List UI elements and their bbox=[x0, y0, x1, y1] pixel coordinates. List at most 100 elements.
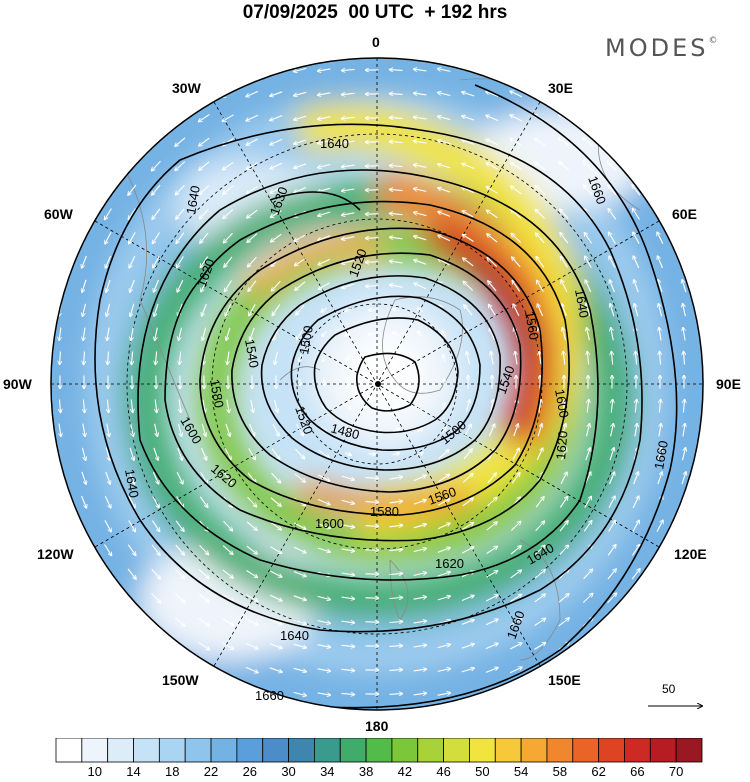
contour-label: 1640 bbox=[122, 468, 142, 499]
wind-vector bbox=[198, 593, 209, 602]
wind-vector bbox=[246, 594, 257, 602]
wind-vector bbox=[130, 279, 135, 292]
wind-vector bbox=[198, 569, 209, 579]
reference-vector-label: 50 bbox=[662, 682, 676, 696]
wind-vector bbox=[389, 646, 403, 647]
wind-vector bbox=[127, 544, 135, 556]
wind-vector bbox=[152, 208, 161, 219]
wind-vector bbox=[176, 208, 185, 219]
wind-vector bbox=[176, 496, 184, 508]
wind-vector bbox=[513, 424, 518, 437]
wind-vector bbox=[106, 423, 109, 437]
wind-vector bbox=[634, 280, 639, 293]
wind-vector bbox=[341, 475, 354, 480]
wind-vector bbox=[559, 114, 570, 123]
contour-label: 1500 bbox=[296, 324, 316, 355]
wind-vector bbox=[587, 328, 590, 341]
wind-vector bbox=[486, 571, 497, 578]
wind-vector bbox=[414, 212, 427, 217]
wind-vector bbox=[227, 351, 229, 365]
contour-label: 1640 bbox=[572, 288, 592, 319]
wind-vector bbox=[539, 400, 541, 413]
wind-vector bbox=[293, 546, 306, 552]
colorbar bbox=[55, 738, 703, 763]
wind-vector bbox=[390, 285, 403, 288]
wind-vector bbox=[269, 570, 282, 577]
wind-vector bbox=[414, 141, 427, 143]
wind-vector bbox=[222, 593, 234, 601]
wind-vector bbox=[607, 545, 616, 556]
wind-vector bbox=[585, 256, 592, 268]
wind-vector bbox=[414, 283, 427, 290]
colorbar-swatch bbox=[417, 738, 445, 763]
wind-vector bbox=[485, 668, 498, 673]
wind-vector bbox=[246, 162, 258, 170]
wind-vector bbox=[462, 116, 475, 121]
wind-vector bbox=[273, 399, 277, 413]
colorbar-swatch bbox=[236, 738, 264, 763]
contour-label: 1620 bbox=[435, 556, 464, 571]
contour-label: 1580 bbox=[370, 504, 399, 519]
wind-vector bbox=[414, 93, 427, 95]
wind-vector bbox=[438, 499, 449, 506]
wind-vector bbox=[464, 424, 471, 436]
wind-vector bbox=[318, 282, 330, 289]
map-title: 07/09/2025 00 UTC + 192 hrs bbox=[242, 2, 508, 23]
wind-vector bbox=[560, 472, 567, 485]
wind-vector bbox=[510, 91, 523, 98]
colorbar-swatch bbox=[262, 738, 289, 763]
wind-vector bbox=[414, 236, 427, 241]
contour-label: 1600 bbox=[552, 388, 572, 419]
wind-vector bbox=[366, 286, 379, 287]
wind-vector bbox=[657, 472, 662, 485]
wind-vector bbox=[342, 283, 355, 288]
wind-vector bbox=[245, 642, 258, 649]
wind-vector bbox=[59, 327, 61, 341]
wind-vector bbox=[342, 165, 355, 167]
wind-vector bbox=[413, 475, 426, 482]
wind-vector bbox=[633, 256, 640, 269]
wind-vector bbox=[608, 185, 617, 196]
wind-vector bbox=[82, 255, 87, 268]
wind-vector bbox=[225, 423, 230, 436]
wind-vector bbox=[584, 496, 592, 508]
wind-vector bbox=[438, 116, 451, 121]
wind-vector bbox=[342, 259, 355, 263]
wind-vector bbox=[83, 303, 87, 317]
wind-vector bbox=[365, 502, 379, 503]
contour-label: 1640 bbox=[183, 184, 203, 215]
contour-1520 bbox=[290, 295, 481, 451]
wind-vector bbox=[198, 617, 210, 626]
wind-vector bbox=[610, 280, 615, 293]
wind-vector bbox=[583, 569, 593, 580]
wind-vector bbox=[128, 208, 137, 220]
colorbar-tick-label: 42 bbox=[397, 764, 413, 779]
wind-vector bbox=[225, 280, 232, 292]
wind-vector bbox=[417, 403, 422, 410]
wind-vector bbox=[390, 213, 403, 214]
wind-vector bbox=[535, 186, 546, 195]
wind-vector bbox=[81, 471, 86, 484]
wind-vector bbox=[463, 235, 474, 242]
contour-label: 1480 bbox=[329, 420, 361, 442]
wind-vector bbox=[537, 280, 544, 292]
wind-vector bbox=[463, 449, 472, 460]
wind-vector bbox=[153, 447, 158, 460]
wind-vector bbox=[174, 593, 185, 603]
wind-vector bbox=[389, 694, 403, 695]
wind-vector bbox=[200, 447, 207, 460]
wind-vector bbox=[413, 573, 427, 576]
wind-vector bbox=[488, 281, 497, 292]
wind-vector bbox=[200, 232, 209, 243]
wind-vector bbox=[486, 546, 498, 555]
wind-vector bbox=[341, 693, 355, 694]
wind-vector bbox=[271, 448, 280, 460]
wind-vector bbox=[585, 424, 590, 437]
lon-label-180: 180 bbox=[365, 718, 389, 734]
colorbar-tick-label: 10 bbox=[87, 764, 102, 779]
colorbar-swatch bbox=[55, 738, 83, 763]
wind-vector bbox=[105, 447, 109, 461]
wind-vector bbox=[413, 693, 427, 695]
wind-vector bbox=[223, 520, 233, 530]
wind-vector bbox=[413, 621, 427, 623]
